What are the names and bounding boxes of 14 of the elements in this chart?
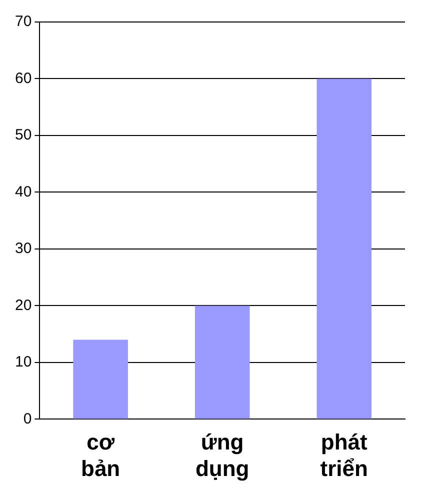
y-tick-label: 30 [14, 240, 32, 258]
x-tick-label: phát triển [320, 429, 368, 481]
y-tick-label: 0 [23, 410, 32, 428]
bar [73, 340, 128, 419]
y-tick-label: 70 [14, 13, 32, 30]
y-tick-label: 40 [14, 183, 32, 200]
bar [194, 306, 250, 419]
y-tick-label: 60 [14, 70, 32, 87]
y-tick-label: 50 [14, 126, 32, 144]
y-tick-label: 20 [14, 296, 32, 314]
y-tick-label: 10 [14, 354, 32, 371]
x-tick-label: cơ bản [81, 429, 120, 481]
x-tick-label: ứng dụng [195, 429, 250, 481]
bar [316, 78, 372, 419]
